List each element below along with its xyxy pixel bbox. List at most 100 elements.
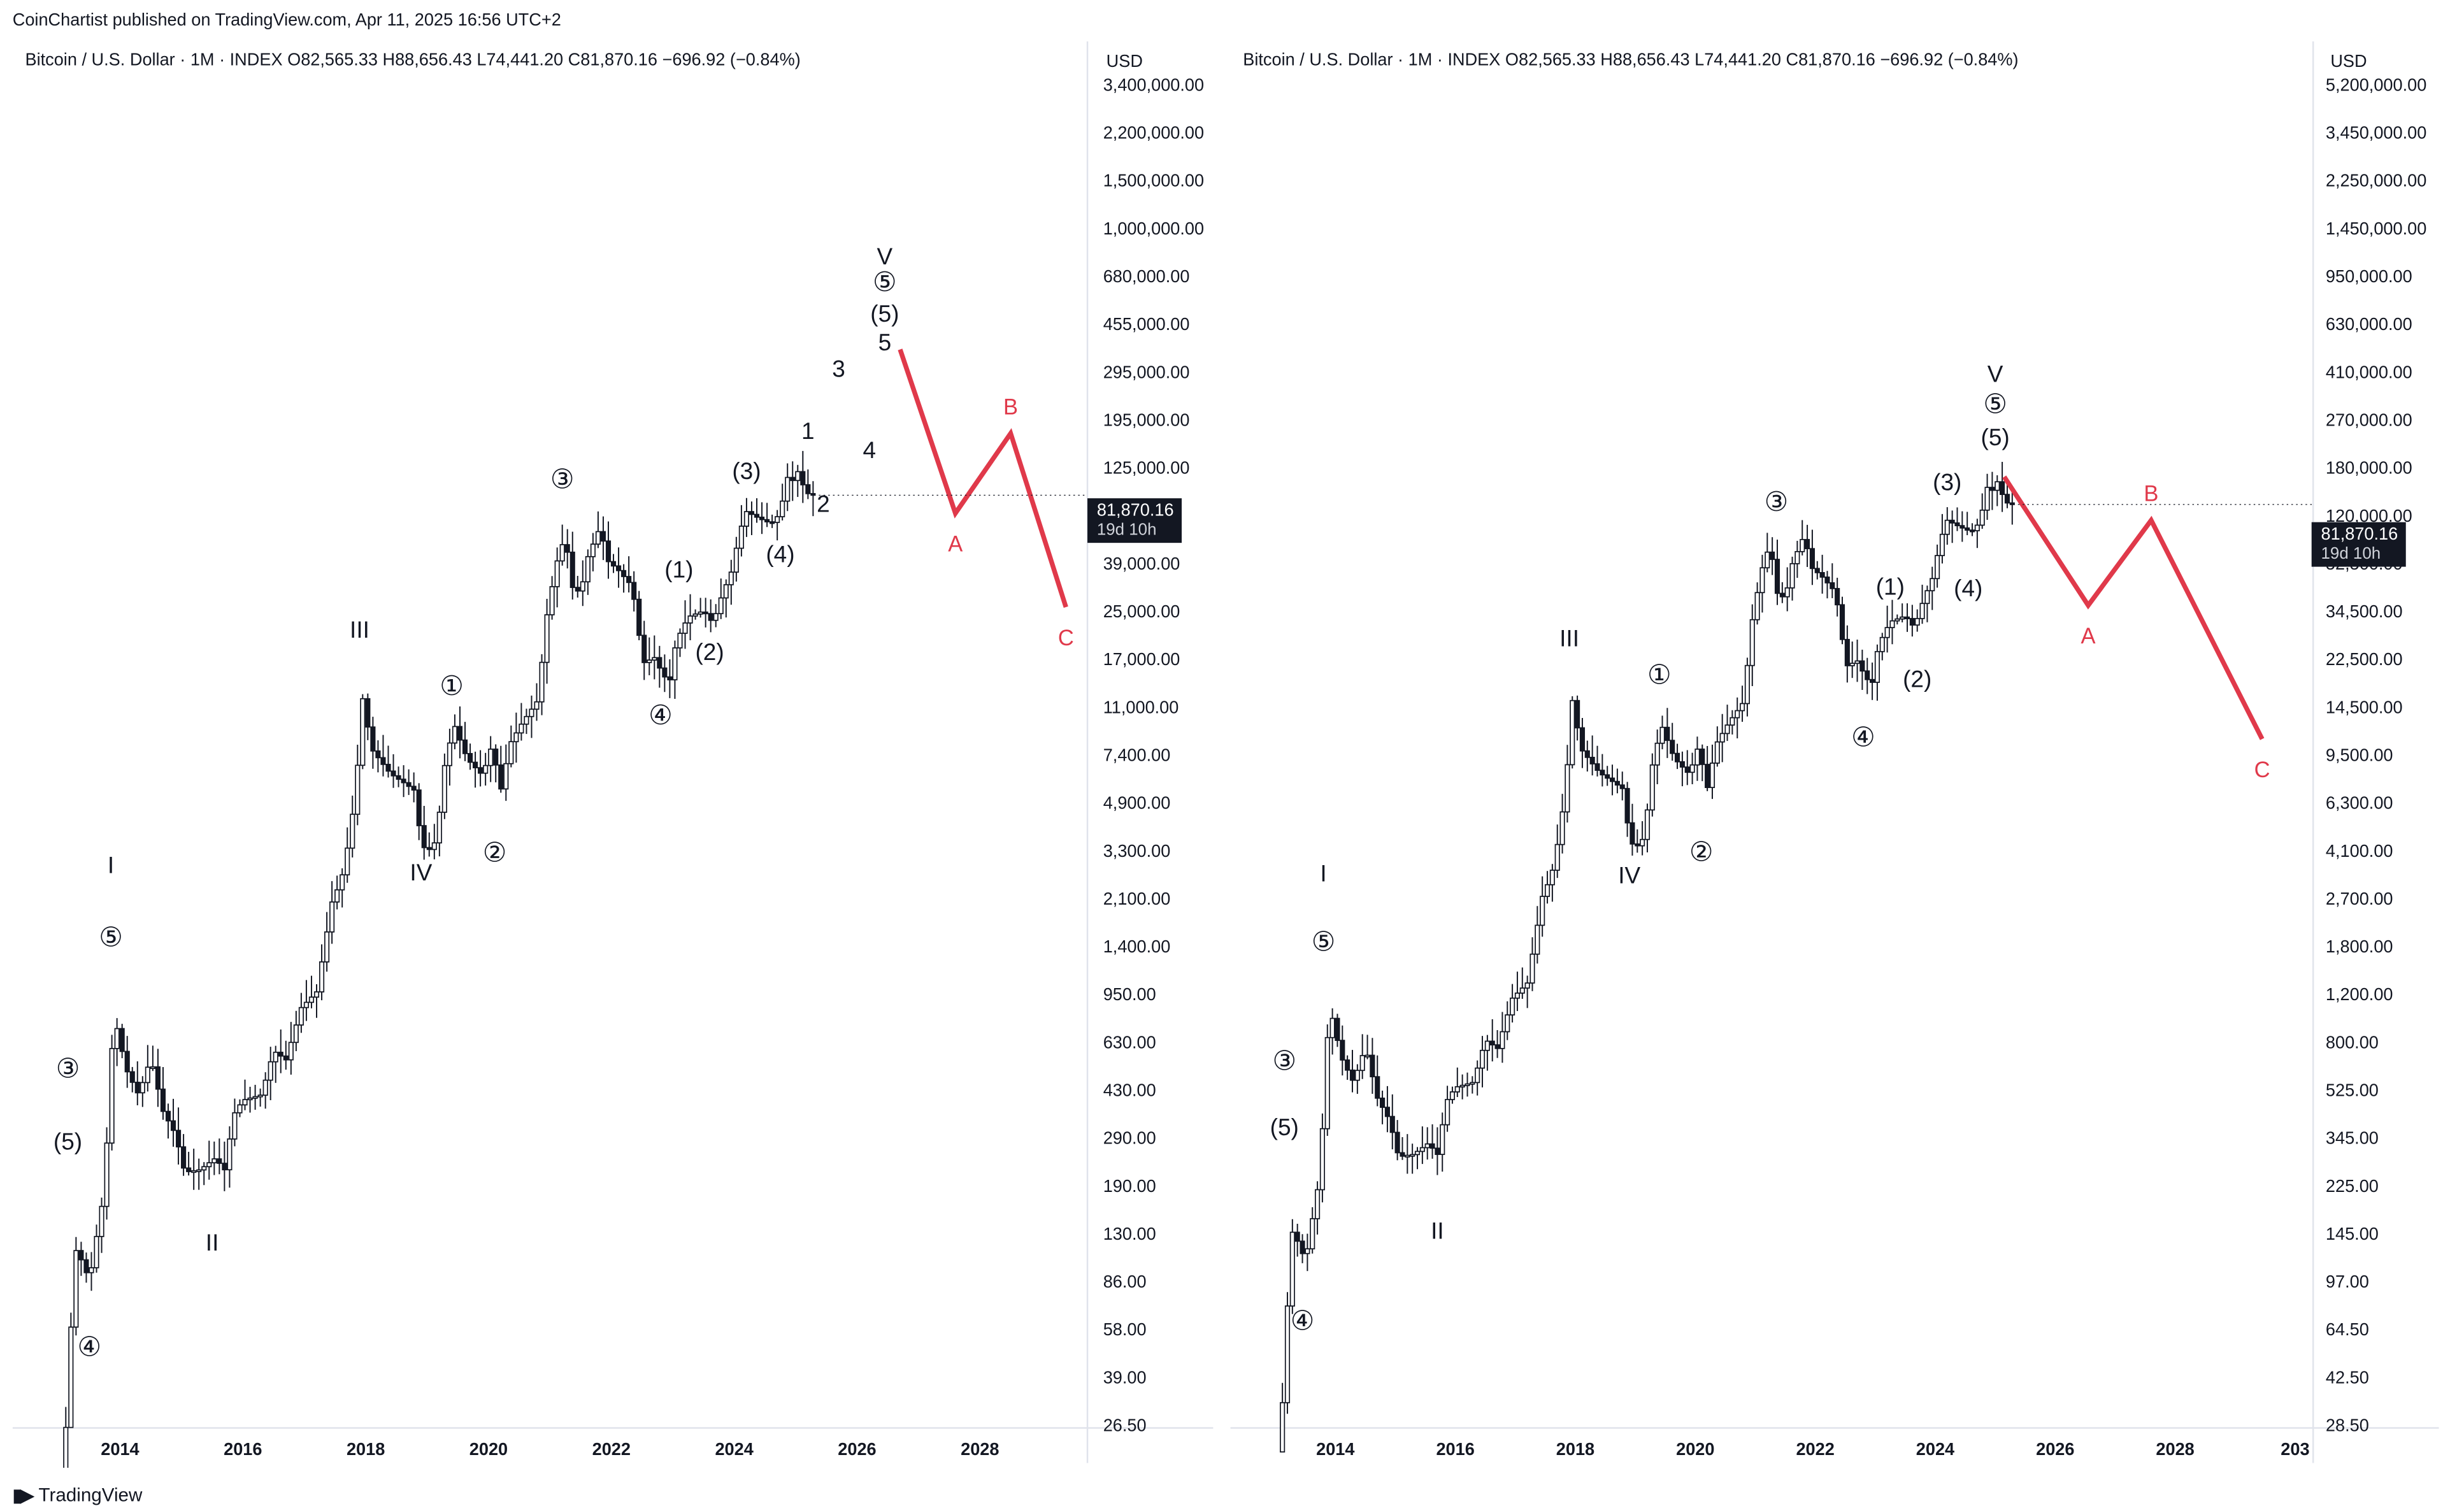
candle-up — [743, 511, 750, 527]
candle-down — [175, 1130, 182, 1148]
candle-down — [800, 471, 806, 485]
price-tick-label: 2,700.00 — [2326, 889, 2393, 908]
candle-down — [1830, 582, 1835, 589]
candle-up — [109, 1048, 115, 1144]
candle-up — [191, 1170, 197, 1173]
price-tick-label: 195,000.00 — [1103, 410, 1190, 429]
candle-up — [237, 1104, 243, 1114]
time-axis-ticks: 2014 2016 2018 2020 2022 2024 2026 2028 — [101, 1439, 999, 1459]
chart-left[interactable]: 3,400,000.00 2,200,000.00 1,500,000.00 1,00… — [12, 41, 1224, 1468]
candle-up — [1654, 742, 1660, 766]
candle-down — [1394, 1131, 1400, 1154]
candle-down — [1705, 764, 1710, 789]
chart-left-countdown: 19d 10h — [1096, 520, 1157, 540]
candle-down — [1624, 787, 1630, 824]
candle-down — [1600, 770, 1605, 776]
candle-up — [329, 901, 335, 933]
time-tick-label: 2014 — [101, 1439, 140, 1459]
candle-down — [621, 570, 627, 577]
price-tick-label: 630,000.00 — [2326, 314, 2412, 334]
candle-up — [63, 1426, 69, 1468]
candle-down — [1904, 616, 1910, 620]
candle-up — [539, 661, 545, 703]
time-tick-label: 2024 — [715, 1439, 754, 1459]
chart-right-currency-label[interactable]: USD — [2330, 52, 2367, 72]
chart-right-countdown: 19d 10h — [2321, 544, 2381, 564]
candle-down — [390, 770, 396, 777]
chart-left-symbol-legend: Bitcoin / U.S. Dollar · 1M · INDEX O82,5… — [25, 50, 801, 70]
candle-up — [293, 1024, 299, 1043]
candle-down — [1700, 749, 1705, 765]
candle-up — [503, 763, 509, 790]
candle-up — [1519, 987, 1525, 994]
candle-down — [1959, 525, 1965, 529]
chart-left-svg[interactable]: 3,400,000.00 2,200,000.00 1,500,000.00 1,00… — [12, 41, 1224, 1468]
price-tick-label: 34,500.00 — [2326, 601, 2403, 621]
chart-left-currency-label[interactable]: USD — [1106, 52, 1143, 72]
candle-up — [1484, 1040, 1490, 1051]
candle-up — [513, 732, 519, 743]
candle-down — [2004, 494, 2010, 504]
candle-up — [1470, 1082, 1475, 1085]
candle-up — [1900, 616, 1905, 620]
candle-up — [1749, 619, 1755, 666]
tradingview-footer[interactable]: ▮▶ TradingView — [13, 1484, 143, 1506]
time-tick-label: 203 — [2281, 1439, 2309, 1459]
candle-up — [1689, 764, 1695, 773]
candle-up — [1979, 509, 1985, 526]
candle-down — [667, 676, 673, 680]
chart-left-last-price: 81,870.16 — [1096, 501, 1174, 521]
candle-down — [1674, 752, 1680, 763]
wave-label: ⑤ — [873, 267, 897, 297]
candle-up — [1895, 618, 1900, 622]
price-tick-label: 345.00 — [2326, 1128, 2379, 1148]
candle-up — [1640, 838, 1645, 847]
candle-up — [1405, 1154, 1410, 1158]
candle-up — [324, 931, 330, 963]
candle-up — [1735, 710, 1740, 719]
wave-label: 3 — [832, 355, 845, 382]
candle-up — [257, 1094, 263, 1098]
chart-right-svg[interactable]: 5,200,000.00 3,450,000.00 2,250,000.00 1,45… — [1230, 41, 2452, 1468]
candle-down — [1335, 1017, 1340, 1041]
wave-label: ④ — [1291, 1305, 1315, 1335]
wave-label: ④ — [77, 1331, 101, 1361]
candle-down — [1909, 618, 1915, 626]
price-tick-label: 800.00 — [2326, 1032, 2379, 1052]
time-tick-label: 2020 — [1676, 1439, 1714, 1459]
candle-up — [262, 1079, 268, 1096]
candle-up — [738, 526, 744, 549]
candle-up — [308, 996, 315, 1003]
candle-up — [1974, 524, 1980, 531]
candle-up — [1410, 1154, 1415, 1157]
candle-down — [1370, 1054, 1375, 1078]
candle-down — [1380, 1097, 1386, 1108]
wave-label: ④ — [1851, 722, 1875, 752]
chart-right[interactable]: 5,200,000.00 3,450,000.00 2,250,000.00 1,45… — [1230, 41, 2452, 1468]
wave-label: II — [206, 1229, 219, 1256]
candle-up — [1310, 1218, 1315, 1250]
candle-up — [206, 1162, 212, 1168]
candle-up — [1724, 724, 1730, 735]
candle-up — [1465, 1083, 1470, 1086]
candle-up — [544, 614, 550, 663]
wave-label: (5) — [1981, 424, 2010, 450]
candle-down — [1839, 604, 1845, 640]
candle-down — [278, 1051, 283, 1057]
candle-up — [1995, 481, 2000, 491]
price-tick-label: 410,000.00 — [2326, 362, 2412, 382]
price-tick-label: 2,100.00 — [1103, 889, 1171, 908]
wave-label: ① — [1647, 659, 1672, 689]
candle-up — [1944, 519, 1950, 535]
chart-left-last-price-badge: 81,870.16 19d 10h — [1087, 498, 1182, 543]
candle-up — [360, 698, 366, 766]
candle-down — [810, 492, 816, 496]
time-tick-label: 2024 — [1916, 1439, 1955, 1459]
candle-down — [764, 519, 770, 522]
projection-label-b: B — [2144, 482, 2158, 506]
candle-up — [114, 1028, 120, 1049]
wave-label: (5) — [1270, 1114, 1299, 1140]
price-tick-label: 290.00 — [1103, 1128, 1156, 1148]
candle-down — [1300, 1240, 1305, 1254]
candle-down — [498, 764, 504, 790]
